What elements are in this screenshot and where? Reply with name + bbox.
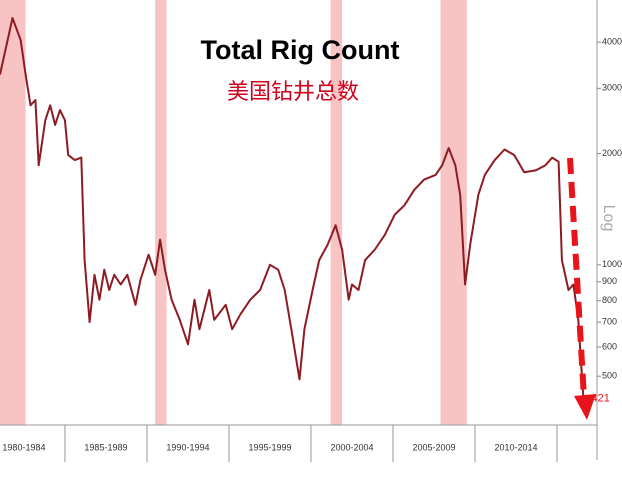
y-tick-label: 4000 (602, 37, 622, 47)
y-tick-label: 500 (602, 371, 617, 381)
arrow-shaft (567, 157, 587, 399)
x-tick-label: 1985-1989 (84, 442, 127, 452)
chart-subtitle: 美国钻井总数 (227, 80, 359, 105)
recession-band (440, 0, 467, 425)
y-tick-label: 3000 (602, 83, 622, 93)
y-axis-label: Log (600, 205, 617, 232)
y-tick-label: 600 (602, 341, 617, 351)
trend-arrow (567, 157, 596, 420)
x-tick-label: 2005-2009 (412, 442, 455, 452)
y-tick-label: 800 (602, 295, 617, 305)
axes: 500 600 700 800 900 1000 2000 3000 4000 1980-1984… (0, 0, 622, 462)
series-line (0, 17, 588, 405)
x-tick-label: 2000-2004 (330, 442, 373, 452)
x-tick-label: 2010-2014 (494, 442, 537, 452)
chart-title: Total Rig Count (201, 35, 400, 65)
recession-band (155, 0, 167, 425)
x-tick-label: 1995-1999 (248, 442, 291, 452)
arrow-head (574, 394, 596, 420)
y-tick-label: 2000 (602, 148, 622, 158)
recession-bands (0, 0, 467, 425)
y-tick-label: 900 (602, 276, 617, 286)
last-value-label: 421 (592, 393, 610, 405)
y-tick-label: 1000 (602, 259, 622, 269)
x-tick-label: 1980-1984 (2, 442, 45, 452)
series: 421 (0, 17, 610, 405)
x-tick-label: 1990-1994 (166, 442, 209, 452)
recession-band (330, 0, 343, 425)
y-tick-label: 700 (602, 317, 617, 327)
recession-band (0, 0, 26, 425)
